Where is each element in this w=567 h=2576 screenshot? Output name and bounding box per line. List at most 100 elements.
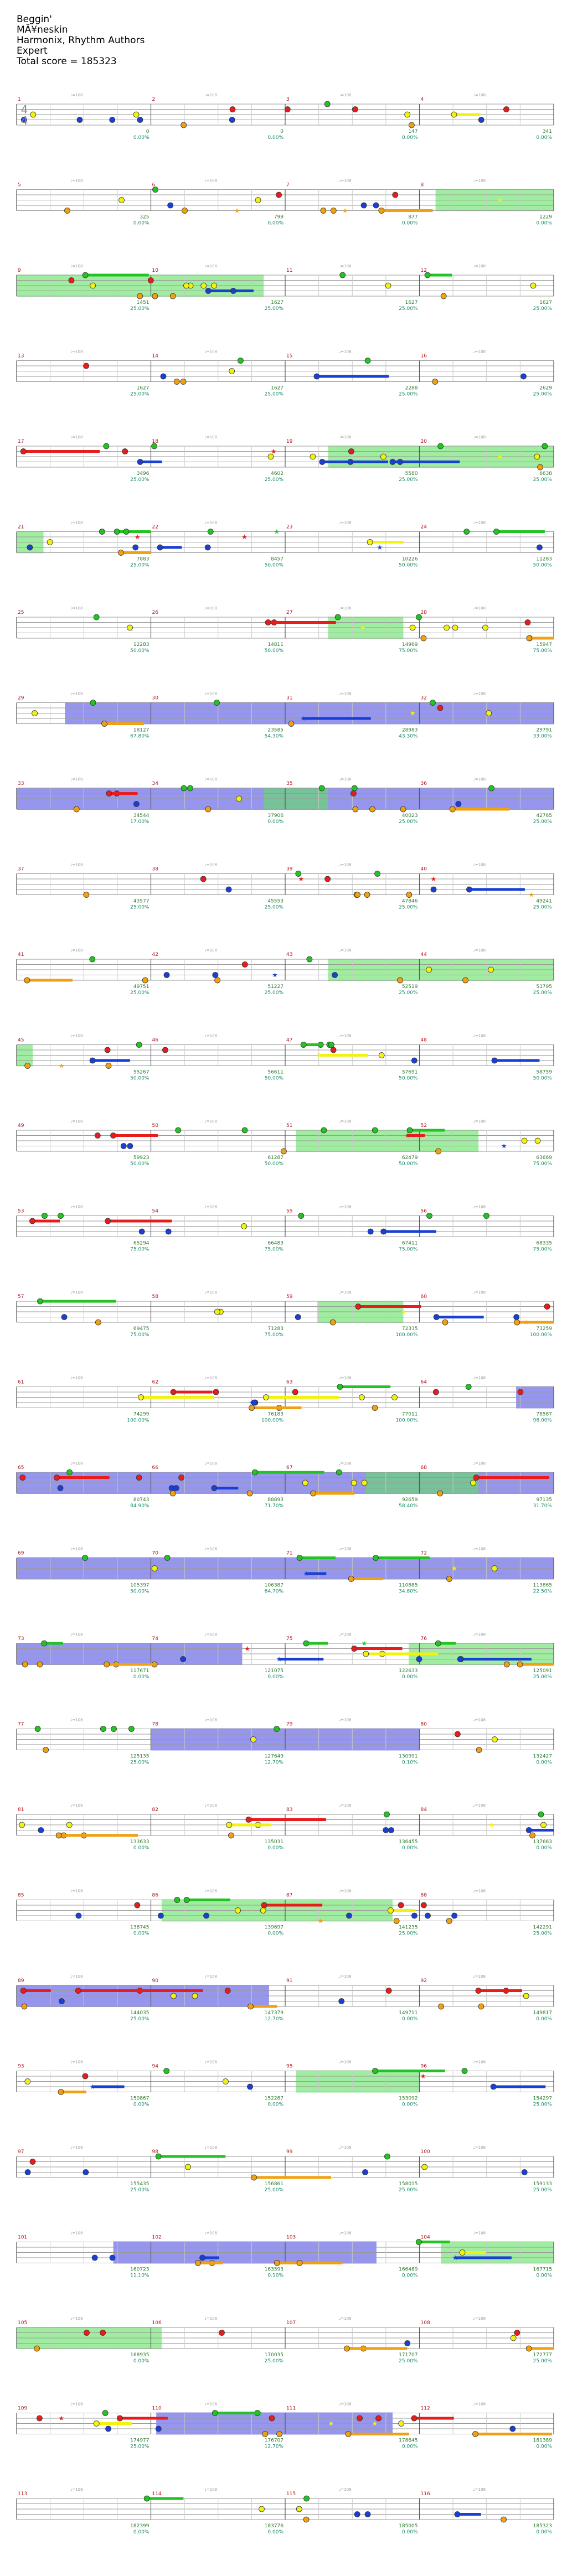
measure-score: 185005 xyxy=(399,2523,417,2529)
note-gem xyxy=(212,2410,218,2416)
star-note: ★ xyxy=(307,1639,313,1647)
measure-number: 26 xyxy=(152,610,159,615)
note-gem xyxy=(228,1832,234,1839)
measure-percent: 25.00% xyxy=(399,306,418,312)
measure-number: 52 xyxy=(421,1123,427,1129)
note-gem xyxy=(442,1319,449,1326)
star-note: ★ xyxy=(360,624,366,632)
note-gem xyxy=(372,1127,378,1134)
measure-number: 13 xyxy=(18,354,24,359)
measure-number: 40 xyxy=(421,867,427,872)
measure-percent: 54.30% xyxy=(265,734,284,739)
measure-number: 30 xyxy=(152,696,159,701)
measure-number: 34 xyxy=(152,781,159,787)
tempo-marker: ♩=108 xyxy=(205,1205,218,1209)
measure-score: 66483 xyxy=(267,1241,284,1246)
measure-number: 2 xyxy=(152,97,156,102)
note-gem xyxy=(100,1726,106,1732)
measure-number: 36 xyxy=(421,781,427,787)
measure-score: 149817 xyxy=(533,2010,552,2016)
measure-number: 107 xyxy=(286,2320,296,2326)
note-gem xyxy=(463,529,470,535)
sustain-note xyxy=(248,1818,326,1821)
measure-number: 71 xyxy=(286,1551,292,1556)
tempo-marker: ♩=108 xyxy=(205,1632,218,1637)
sustain-note xyxy=(300,1556,336,1559)
tempo-marker: ♩=108 xyxy=(70,2316,83,2321)
note-gem xyxy=(142,977,148,984)
measure-number: 70 xyxy=(152,1551,159,1556)
note-gem xyxy=(372,1405,378,1411)
measure-score: 14969 xyxy=(402,642,418,648)
note-gem xyxy=(134,1902,141,1908)
measure-number: 21 xyxy=(18,525,24,530)
sustain-note xyxy=(383,1230,436,1233)
note-gem xyxy=(400,806,406,813)
sustain-note xyxy=(529,637,554,640)
tempo-marker: ♩=108 xyxy=(205,435,218,439)
measure-percent: 25.00% xyxy=(399,2187,418,2193)
measure-percent: 25.00% xyxy=(533,819,553,825)
tempo-marker: ♩=108 xyxy=(70,606,83,611)
measure-percent: 11.10% xyxy=(130,2273,150,2279)
measure-score: 159133 xyxy=(533,2181,552,2187)
sustain-note xyxy=(313,1492,355,1495)
note-gem xyxy=(55,1832,62,1839)
note-gem xyxy=(324,101,331,107)
note-gem xyxy=(147,277,154,283)
note-gem xyxy=(319,459,326,465)
chart-row-24: 931508670.00%♩=108941522870.00%♩=1089515… xyxy=(16,2060,554,2108)
sustain-note xyxy=(113,1134,158,1137)
chart-row-5: 17349625.00%♩=10818460225.00%♩=108195580… xyxy=(16,435,554,483)
note-gem xyxy=(267,453,274,460)
note-gem xyxy=(276,192,282,198)
measure-score: 49751 xyxy=(133,984,150,990)
tempo-marker: ♩=108 xyxy=(70,863,83,867)
tempo-marker: ♩=108 xyxy=(70,2231,83,2236)
note-gem xyxy=(378,1052,385,1058)
measure-score: 168935 xyxy=(130,2352,149,2358)
measure-score: 141235 xyxy=(399,1925,417,1931)
note-gem xyxy=(430,700,436,706)
note-gem xyxy=(476,1747,482,1753)
tempo-marker: ♩=108 xyxy=(339,2316,352,2321)
measure-number: 50 xyxy=(152,1123,159,1129)
note-gem xyxy=(364,2511,371,2517)
measure-percent: 25.00% xyxy=(265,477,284,483)
tempo-marker: ♩=108 xyxy=(473,948,486,953)
measure-score: 183776 xyxy=(265,2523,284,2529)
note-gem xyxy=(380,453,386,460)
note-gem xyxy=(167,202,174,209)
tempo-marker: ♩=108 xyxy=(339,777,352,782)
note-gem xyxy=(82,1555,88,1561)
note-gem xyxy=(542,443,548,449)
star-note: ★ xyxy=(528,891,534,899)
measure-percent: 25.00% xyxy=(265,392,284,397)
measure-score: 125135 xyxy=(130,1754,149,1760)
note-gem xyxy=(223,2078,229,2084)
tempo-marker: ♩=108 xyxy=(70,692,83,696)
measure-percent: 50.00% xyxy=(130,1161,150,1167)
note-gem xyxy=(351,1646,358,1652)
note-gem xyxy=(225,886,232,893)
measure-score: 55267 xyxy=(133,1070,150,1075)
chart-row-22: 851387450.00%♩=108861396970.00%♩=1088714… xyxy=(16,1889,554,1937)
note-gem xyxy=(302,1480,308,1486)
measure-percent: 25.00% xyxy=(130,2444,150,2450)
measure-score: 76183 xyxy=(267,1412,284,1418)
note-gem xyxy=(204,544,211,551)
measure-number: 97 xyxy=(18,2149,24,2155)
sustain-note xyxy=(160,546,182,549)
sustain-note xyxy=(469,888,525,891)
note-gem xyxy=(37,1661,43,1668)
tempo-marker: ♩=108 xyxy=(473,1119,486,1124)
note-gem xyxy=(205,806,212,813)
sustain-note xyxy=(254,2176,331,2179)
note-gem xyxy=(229,368,235,374)
sustain-note xyxy=(436,1316,484,1318)
note-gem xyxy=(303,2495,310,2502)
sustain-note xyxy=(158,2155,226,2158)
measure-percent: 25.00% xyxy=(399,1931,418,1937)
tempo-marker: ♩=108 xyxy=(473,692,486,696)
measure-percent: 25.00% xyxy=(265,990,284,996)
